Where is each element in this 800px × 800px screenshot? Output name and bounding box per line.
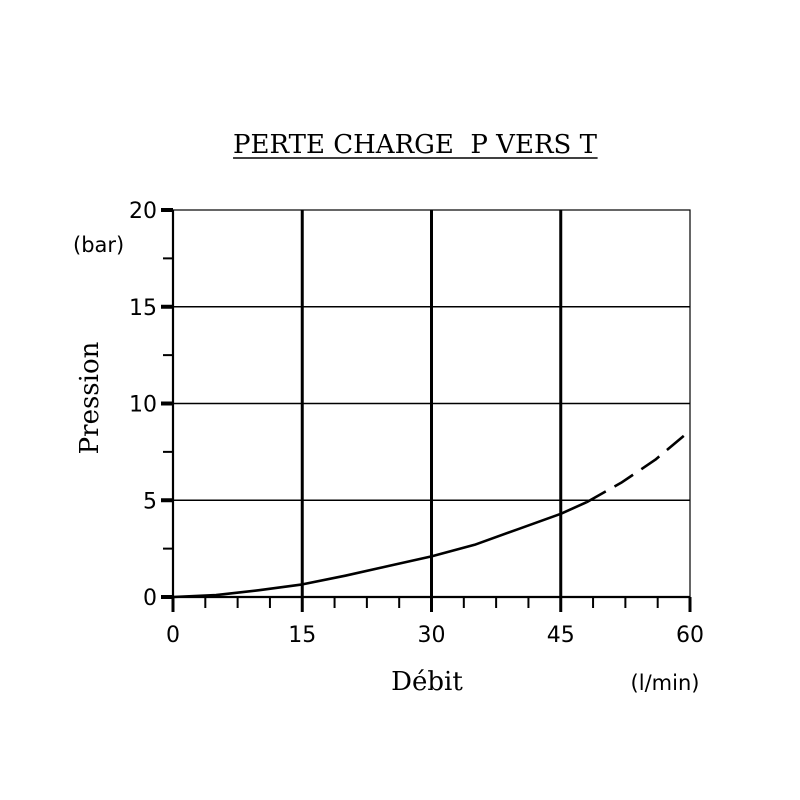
grid: [173, 210, 690, 597]
x-tick-label-0: 0: [166, 623, 180, 648]
series-line-dashed: [585, 429, 691, 504]
y-tick-label-10: 10: [129, 393, 157, 418]
series: [172, 429, 691, 599]
x-tick-label-30: 30: [418, 623, 446, 648]
x-tick-label-45: 45: [547, 623, 575, 648]
series-line-solid: [172, 501, 588, 599]
tick-labels: 0 15 30 45 60 0 5 10 15 20: [129, 199, 704, 648]
y-tick-label-20: 20: [129, 199, 157, 224]
ticks: [161, 208, 692, 612]
x-axis-unit: (l/min): [631, 671, 700, 695]
x-tick-label-60: 60: [676, 623, 704, 648]
x-tick-label-15: 15: [288, 623, 316, 648]
chart-title: PERTE CHARGE P VERS T: [233, 130, 598, 160]
y-axis-unit: (bar): [73, 233, 124, 257]
y-tick-label-15: 15: [129, 296, 157, 321]
y-axis-label: Pression: [75, 341, 105, 454]
x-axis-label: Débit: [391, 667, 463, 697]
y-tick-label-0: 0: [143, 586, 157, 611]
y-tick-label-5: 5: [143, 489, 157, 514]
